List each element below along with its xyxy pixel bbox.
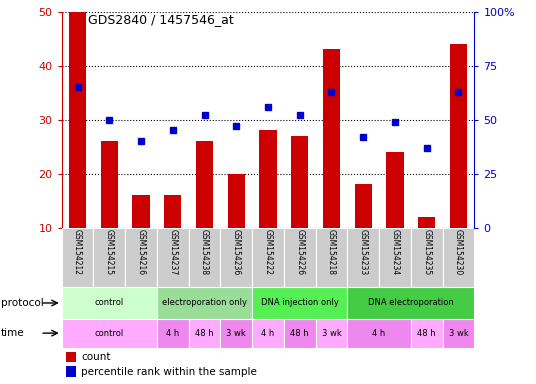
Text: GSM154218: GSM154218 xyxy=(327,230,336,275)
Bar xyxy=(379,228,411,287)
Text: GSM154234: GSM154234 xyxy=(391,230,399,276)
Bar xyxy=(450,44,467,228)
Bar xyxy=(125,228,157,287)
Bar xyxy=(164,195,182,228)
Text: 48 h: 48 h xyxy=(291,329,309,338)
Bar xyxy=(62,319,157,348)
Text: protocol: protocol xyxy=(1,298,44,308)
Bar xyxy=(443,319,474,348)
Bar xyxy=(323,50,340,228)
Text: GSM154238: GSM154238 xyxy=(200,230,209,276)
Bar xyxy=(189,228,220,287)
Bar xyxy=(291,136,309,228)
Bar xyxy=(227,174,245,228)
Bar xyxy=(252,287,347,319)
Text: GSM154236: GSM154236 xyxy=(232,230,241,276)
Text: 4 h: 4 h xyxy=(166,329,180,338)
Bar xyxy=(386,152,404,228)
Bar xyxy=(252,319,284,348)
Text: GSM154215: GSM154215 xyxy=(105,230,114,276)
Bar xyxy=(157,228,189,287)
Text: GSM154216: GSM154216 xyxy=(137,230,145,276)
Text: 3 wk: 3 wk xyxy=(226,329,246,338)
Bar xyxy=(316,319,347,348)
Bar xyxy=(196,141,213,228)
Bar xyxy=(220,228,252,287)
Bar xyxy=(220,319,252,348)
Bar xyxy=(157,319,189,348)
Bar xyxy=(101,141,118,228)
Text: control: control xyxy=(95,298,124,308)
Bar xyxy=(252,228,284,287)
Bar xyxy=(62,228,93,287)
Text: GSM154212: GSM154212 xyxy=(73,230,82,275)
Text: DNA injection only: DNA injection only xyxy=(261,298,339,308)
Bar xyxy=(157,287,252,319)
Bar xyxy=(443,228,474,287)
Text: 4 h: 4 h xyxy=(373,329,386,338)
Text: electroporation only: electroporation only xyxy=(162,298,247,308)
Text: DNA electroporation: DNA electroporation xyxy=(368,298,454,308)
Bar xyxy=(284,319,316,348)
Text: control: control xyxy=(95,329,124,338)
Bar xyxy=(347,228,379,287)
Text: GSM154237: GSM154237 xyxy=(168,230,177,276)
Bar xyxy=(418,217,435,228)
Bar xyxy=(347,287,474,319)
Bar xyxy=(259,131,277,228)
Bar xyxy=(132,195,150,228)
Bar xyxy=(66,366,76,377)
Bar xyxy=(189,319,220,348)
Text: 3 wk: 3 wk xyxy=(322,329,341,338)
Bar xyxy=(66,352,76,362)
Text: count: count xyxy=(81,352,111,362)
Text: 4 h: 4 h xyxy=(262,329,274,338)
Bar xyxy=(316,228,347,287)
Text: GSM154226: GSM154226 xyxy=(295,230,304,276)
Text: 3 wk: 3 wk xyxy=(449,329,468,338)
Text: GSM154222: GSM154222 xyxy=(264,230,272,275)
Text: GSM154233: GSM154233 xyxy=(359,230,368,276)
Bar xyxy=(411,228,443,287)
Text: GDS2840 / 1457546_at: GDS2840 / 1457546_at xyxy=(88,13,234,26)
Bar xyxy=(411,319,443,348)
Text: percentile rank within the sample: percentile rank within the sample xyxy=(81,367,257,377)
Bar xyxy=(93,228,125,287)
Text: 48 h: 48 h xyxy=(195,329,214,338)
Bar xyxy=(69,12,86,228)
Bar xyxy=(354,184,372,228)
Bar xyxy=(284,228,316,287)
Bar xyxy=(62,287,157,319)
Bar xyxy=(347,319,411,348)
Text: 48 h: 48 h xyxy=(418,329,436,338)
Text: GSM154235: GSM154235 xyxy=(422,230,431,276)
Text: GSM154230: GSM154230 xyxy=(454,230,463,276)
Text: time: time xyxy=(1,328,25,338)
